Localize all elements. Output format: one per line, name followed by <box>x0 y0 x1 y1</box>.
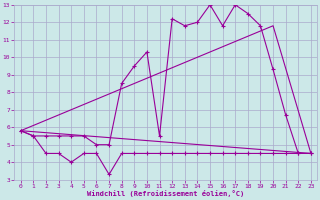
X-axis label: Windchill (Refroidissement éolien,°C): Windchill (Refroidissement éolien,°C) <box>87 190 244 197</box>
